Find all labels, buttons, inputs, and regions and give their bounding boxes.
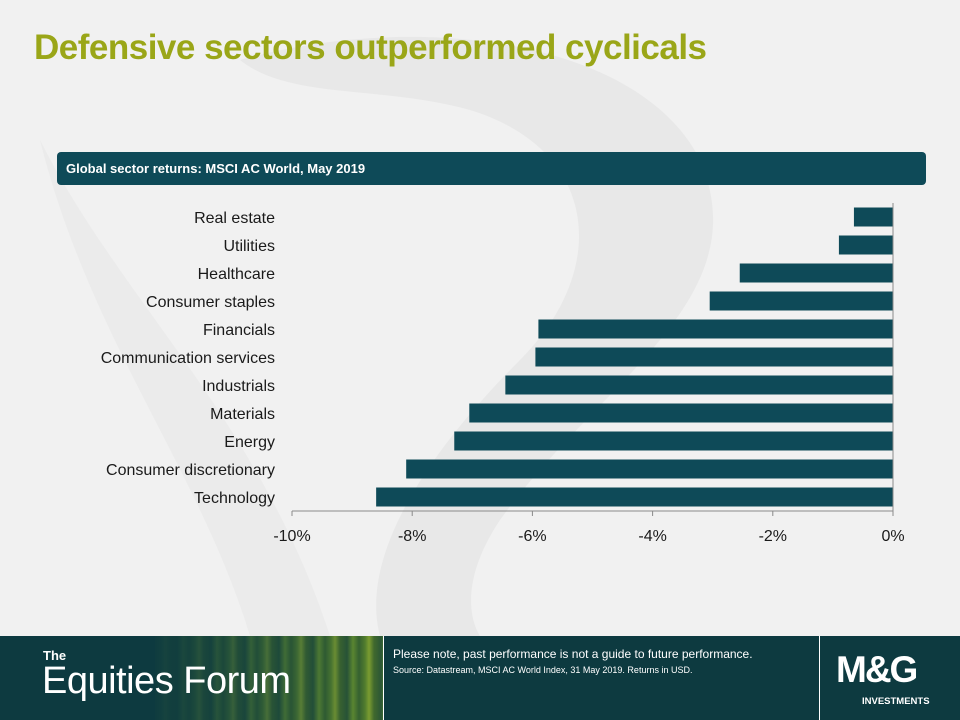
slide-title: Defensive sectors outperformed cyclicals [34, 28, 707, 67]
bar-technology [376, 487, 893, 507]
bar-consumer-discretionary [406, 459, 893, 479]
bar-healthcare [739, 263, 893, 283]
footer-divider [383, 636, 384, 720]
mg-logo-subtitle: INVESTMENTS [862, 696, 930, 707]
category-label: Utilities [223, 238, 275, 255]
bar-communication-services [535, 347, 893, 367]
x-axis: -10% -8% -6% -4% -2% 0% [273, 203, 905, 545]
bar-chart: Real estate Utilities Healthcare Consumer s… [101, 203, 905, 545]
brand-name-text: Equities Forum [42, 660, 291, 702]
chart-header-bar: Global sector returns: MSCI AC World, Ma… [57, 152, 926, 185]
bar-consumer-staples [709, 291, 893, 311]
disclaimer-text: Please note, past performance is not a g… [393, 647, 753, 661]
x-tick-label: -8% [398, 528, 426, 545]
bar-materials [469, 403, 893, 423]
bar-financials [538, 319, 893, 339]
category-label: Financials [203, 322, 275, 339]
source-text: Source: Datastream, MSCI AC World Index,… [393, 665, 693, 675]
background-swirl-graphic [0, 0, 960, 636]
category-label: Materials [210, 406, 275, 423]
category-labels: Real estate Utilities Healthcare Consumer s… [101, 210, 275, 507]
x-tick-label: -6% [518, 528, 546, 545]
category-label: Industrials [202, 378, 275, 395]
x-tick-label: -2% [759, 528, 787, 545]
bar-energy [454, 431, 893, 451]
bar-industrials [505, 375, 893, 395]
category-label: Healthcare [198, 266, 275, 283]
bar-real-estate [853, 207, 893, 227]
mg-logo: M&G [836, 649, 918, 690]
category-label: Real estate [194, 210, 275, 227]
category-label: Consumer staples [146, 294, 275, 311]
bars [376, 207, 893, 507]
category-label: Technology [194, 490, 275, 507]
footer [0, 636, 960, 720]
x-tick-label: -4% [638, 528, 666, 545]
x-tick-label: 0% [881, 528, 904, 545]
brand-the-text: The [43, 648, 67, 663]
category-label: Energy [224, 434, 275, 451]
x-tick-label: -10% [273, 528, 310, 545]
category-label: Communication services [101, 350, 275, 367]
footer-divider [819, 636, 820, 720]
category-label: Consumer discretionary [106, 462, 275, 479]
bar-utilities [838, 235, 893, 255]
